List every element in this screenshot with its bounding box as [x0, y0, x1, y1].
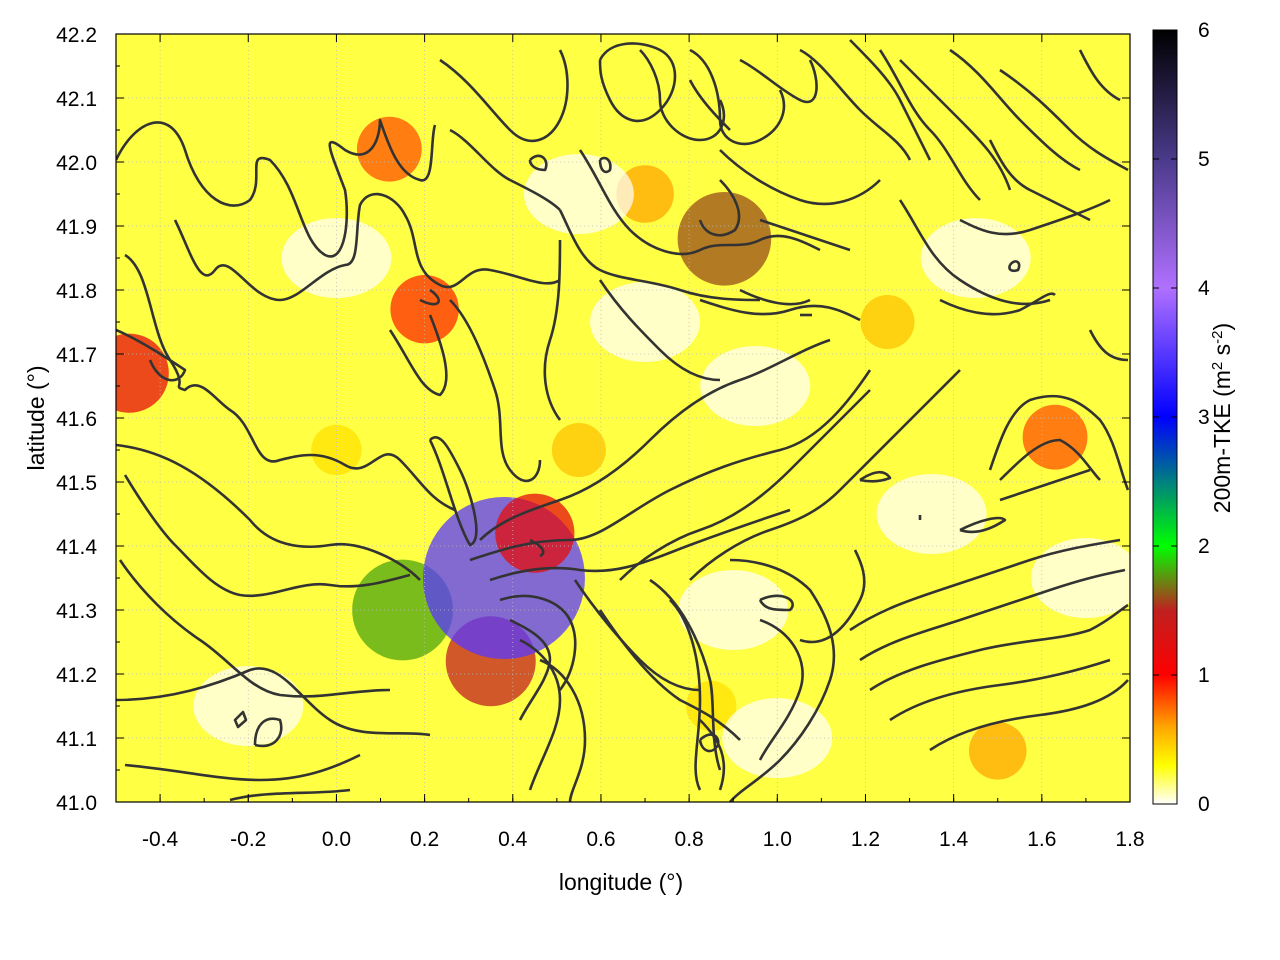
x-axis-title: longitude (°) — [559, 869, 683, 895]
tke-low-patch — [523, 154, 634, 234]
tke-low-patch — [1030, 538, 1130, 618]
x-tick-label: -0.2 — [230, 828, 266, 851]
tke-hotspot — [677, 192, 772, 286]
x-tick-label: 1.0 — [763, 828, 792, 851]
x-tick-label: 0.0 — [322, 828, 351, 851]
x-tick-label: 1.8 — [1115, 828, 1144, 851]
colorbar-tick-label: 0 — [1198, 793, 1210, 816]
tke-hotspot — [1022, 404, 1088, 470]
y-tick-labels: 41.0 41.1 41.2 41.3 41.4 41.5 41.6 41.7 41.8 41.9… — [56, 24, 97, 815]
tke-hotspot — [860, 295, 915, 349]
x-tick-label: 0.6 — [586, 828, 615, 851]
tke-hotspot — [968, 722, 1027, 780]
colorbar-tick-label: 6 — [1198, 19, 1210, 42]
y-tick-label: 41.2 — [56, 664, 97, 687]
y-tick-label: 42.2 — [56, 24, 97, 47]
tke-low-patch — [678, 570, 789, 650]
topography-contours — [116, 39, 1130, 802]
tke-hotspot — [495, 493, 575, 573]
y-tick-label: 41.1 — [56, 728, 97, 751]
y-axis-title: latitude (°) — [23, 365, 49, 470]
colorbar-title: 200m-TKE (m2 s-2) — [1209, 323, 1236, 513]
x-tick-label: 1.6 — [1027, 828, 1056, 851]
y-tick-label: 41.5 — [56, 472, 97, 495]
x-tick-label: 0.8 — [675, 828, 704, 851]
y-tick-label: 41.9 — [56, 216, 97, 239]
tke-hotspot — [356, 116, 422, 182]
tke-low-patch — [700, 346, 811, 426]
tke-hotspot — [551, 423, 606, 477]
y-tick-label: 41.4 — [56, 536, 97, 559]
x-tick-labels: -0.4 -0.2 0.0 0.2 0.4 0.6 0.8 1.0 1.2 1.4 1.6 1.8 — [142, 828, 1145, 851]
y-tick-label: 41.7 — [56, 344, 97, 367]
tke-hotspot — [390, 275, 459, 344]
colorbar-tick-label: 4 — [1198, 277, 1210, 300]
y-tick-label: 41.6 — [56, 408, 97, 431]
colorbar-tick-label: 5 — [1198, 148, 1210, 171]
y-tick-label: 42.0 — [56, 152, 97, 175]
x-tick-label: 0.4 — [498, 828, 528, 851]
axis-ticks — [115, 33, 1131, 803]
tke-hotspot — [616, 165, 674, 223]
colorbar-tick-label: 2 — [1198, 535, 1210, 558]
x-tick-label: 1.2 — [851, 828, 880, 851]
colorbar-tick-label: 1 — [1198, 664, 1210, 687]
tke-low-patch — [876, 474, 987, 554]
x-tick-label: 0.2 — [410, 828, 439, 851]
colorbar-tick-labels: 0 1 2 3 4 5 6 — [1198, 19, 1210, 816]
y-tick-label: 42.1 — [56, 88, 97, 111]
tke-hotspot — [116, 333, 169, 413]
colorbar-ticks — [1153, 29, 1177, 805]
y-tick-label: 41.3 — [56, 600, 97, 623]
x-tick-label: -0.4 — [142, 828, 179, 851]
y-tick-label: 41.8 — [56, 280, 97, 303]
tke-low-patch — [590, 282, 701, 362]
colorbar-tick-label: 3 — [1198, 406, 1210, 429]
x-tick-label: 1.4 — [939, 828, 969, 851]
y-tick-label: 41.0 — [56, 792, 97, 815]
tke-low-patch — [920, 218, 1031, 298]
